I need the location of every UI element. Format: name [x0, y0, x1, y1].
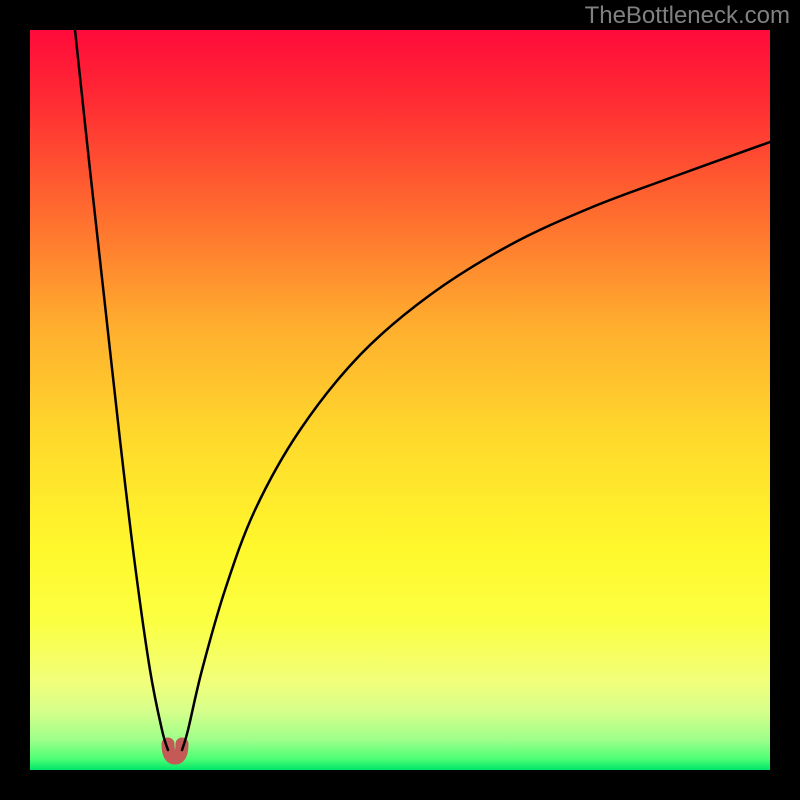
- curve-layer: [30, 30, 770, 770]
- plot-area: [30, 30, 770, 770]
- watermark-text: TheBottleneck.com: [585, 2, 790, 30]
- trough-marker: [168, 744, 182, 758]
- chart-container: TheBottleneck.com: [0, 0, 800, 800]
- bottleneck-curve: [75, 30, 770, 750]
